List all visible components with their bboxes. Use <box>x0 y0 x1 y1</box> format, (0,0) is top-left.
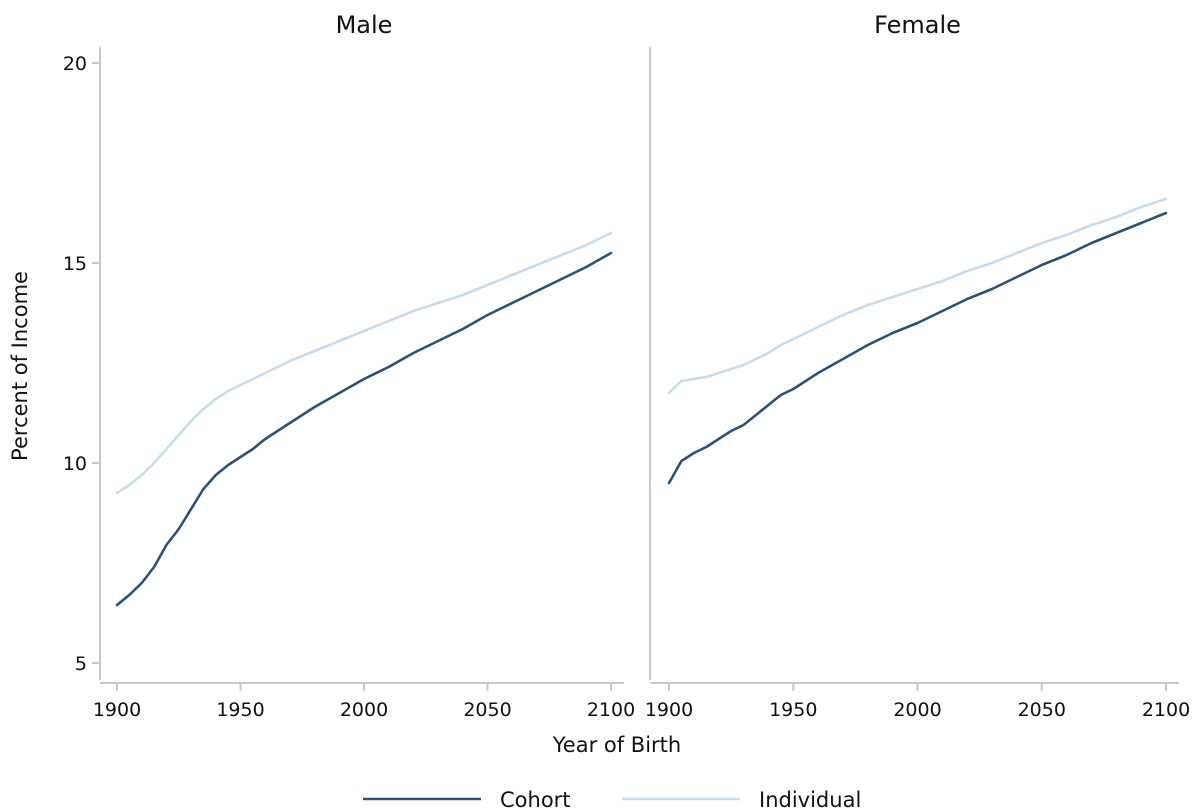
x-tick-label-male-2050: 2050 <box>463 699 511 721</box>
x-tick-label-female-2000: 2000 <box>893 699 941 721</box>
series-line-male-individual <box>115 231 613 495</box>
x-tick-label-male-2000: 2000 <box>340 699 388 721</box>
x-tick-label-male-1900: 1900 <box>93 699 141 721</box>
panel-title-female: Female <box>874 11 961 39</box>
series-line-male-cohort <box>115 251 613 607</box>
legend-label-individual: Individual <box>759 788 861 812</box>
y-tick-label-10: 10 <box>63 453 87 475</box>
panel-title-male: Male <box>336 11 393 39</box>
y-axis-title: Percent of Income <box>8 271 32 461</box>
x-tick-label-male-1950: 1950 <box>216 699 264 721</box>
series-line-female-individual <box>667 197 1168 395</box>
x-axis-title: Year of Birth <box>552 733 681 757</box>
x-tick-label-female-2100: 2100 <box>1142 699 1190 721</box>
x-tick-label-female-1900: 1900 <box>645 699 693 721</box>
y-tick-label-15: 15 <box>63 253 87 275</box>
series-line-female-cohort <box>667 211 1168 485</box>
x-tick-label-female-2050: 2050 <box>1018 699 1066 721</box>
y-tick-label-5: 5 <box>75 653 87 675</box>
y-tick-label-20: 20 <box>63 53 87 75</box>
x-tick-label-female-1950: 1950 <box>769 699 817 721</box>
x-tick-label-male-2100: 2100 <box>587 699 635 721</box>
legend-label-cohort: Cohort <box>500 788 571 812</box>
